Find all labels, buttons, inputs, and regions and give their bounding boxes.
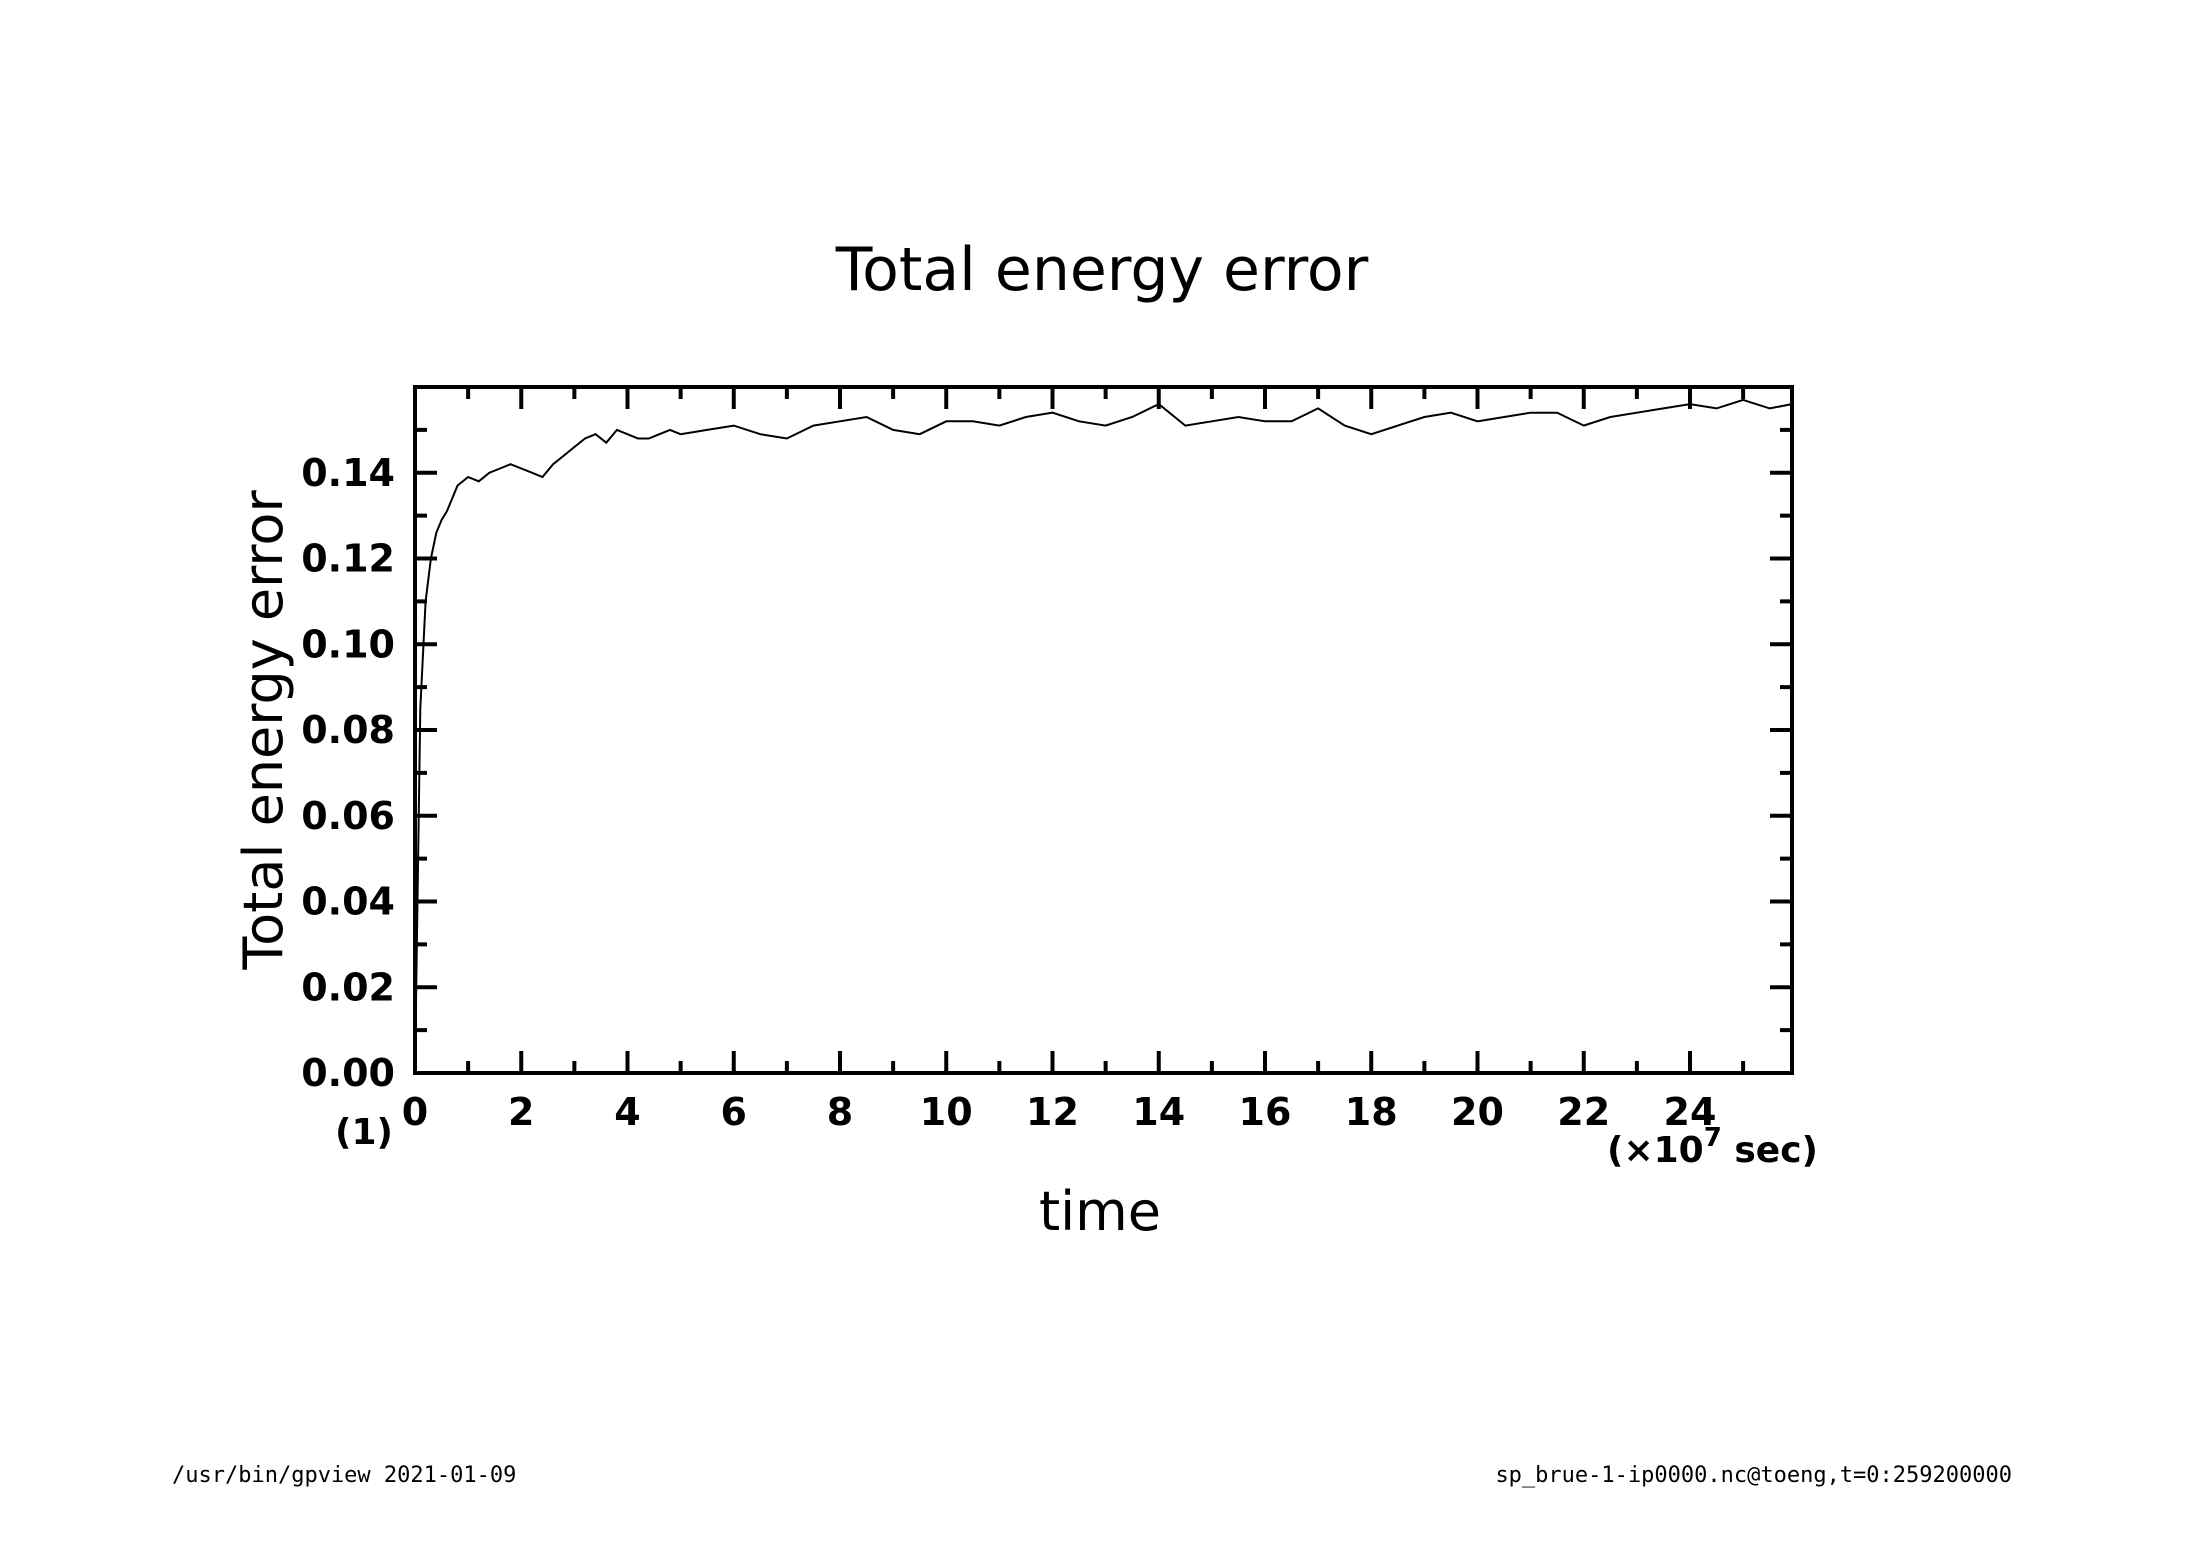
x-unit-prefix: (×10	[1607, 1130, 1704, 1171]
x-unit-label: (×107 sec)	[1607, 1123, 1818, 1171]
y-axis-title: Total energy error	[232, 490, 295, 971]
chart-title: Total energy error	[835, 235, 1369, 305]
x-unit-suffix: sec)	[1722, 1130, 1818, 1171]
plot-frame	[413, 385, 1794, 1075]
x-tick-label: 16	[1239, 1090, 1292, 1134]
ticks	[413, 385, 1792, 1075]
x-tick-label: 4	[614, 1090, 640, 1134]
x-tick-label: 8	[827, 1090, 853, 1134]
y-tick-label: 0.00	[301, 1051, 395, 1095]
y-tick-label: 0.04	[301, 880, 395, 924]
x-tick-label: 24	[1664, 1090, 1717, 1134]
footer-left: /usr/bin/gpview 2021-01-09	[172, 1463, 516, 1488]
y-tick-label: 0.06	[301, 794, 395, 838]
x-tick-label: 18	[1345, 1090, 1398, 1134]
x-tick-label: 0	[402, 1090, 428, 1134]
x-tick-label: 20	[1451, 1090, 1504, 1134]
x-unit-exponent: 7	[1704, 1123, 1722, 1153]
x-tick-label: 10	[920, 1090, 973, 1134]
x-tick-label: 22	[1557, 1090, 1610, 1134]
series-line	[414, 398, 1793, 1074]
footer-right: sp_brue-1-ip0000.nc@toeng,t=0:259200000	[1495, 1463, 2012, 1488]
y-tick-label: 0.02	[301, 965, 395, 1009]
x-tick-label: 12	[1026, 1090, 1079, 1134]
y-tick-label: 0.10	[301, 622, 395, 666]
y-unit-label: (1)	[335, 1112, 393, 1153]
tick-labels: 0 2 4 6 8 10 12 14 16 18 20 22 240.000.020.040.060.0…	[301, 451, 1716, 1134]
x-tick-label: 6	[721, 1090, 747, 1134]
y-tick-label: 0.12	[301, 537, 395, 581]
x-tick-label: 14	[1132, 1090, 1185, 1134]
y-tick-label: 0.14	[301, 451, 395, 495]
y-tick-label: 0.08	[301, 708, 395, 752]
x-tick-label: 2	[508, 1090, 534, 1134]
x-axis-title: time	[1039, 1180, 1161, 1243]
